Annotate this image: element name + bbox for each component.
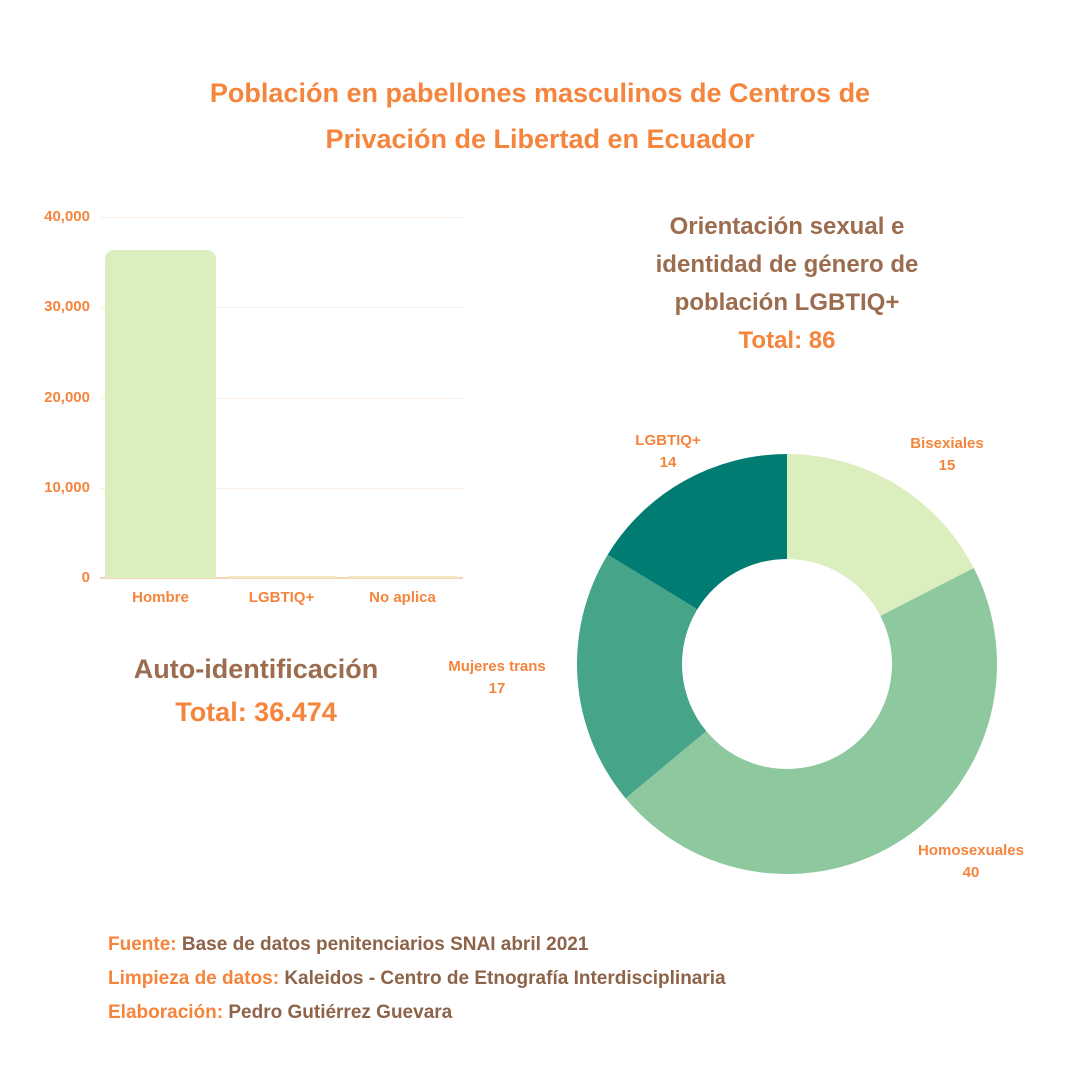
page-title: Población en pabellones masculinos de Ce… (160, 70, 920, 162)
credit-elaboracion-label: Elaboración: (108, 1002, 224, 1023)
bar-chart-x-axis: Hombre LGBTIQ+ No aplica (100, 587, 463, 609)
donut-slice-bisexiales (787, 454, 974, 616)
credit-limpieza-text: Kaleidos - Centro de Etnografía Interdis… (284, 968, 726, 989)
slice-label-mujeres-trans-name: Mujeres trans (448, 658, 546, 675)
bar-no-aplica (347, 575, 458, 578)
bar-chart-caption: Auto-identificación Total: 36.474 (76, 648, 436, 734)
slice-label-bisexiales-value: 15 (938, 457, 956, 474)
credit-line-fuente: Fuente: Base de datos penitenciarios SNA… (108, 928, 726, 962)
y-tick-30-000: 30,000 (44, 298, 90, 316)
gridline-30-000 (100, 307, 463, 309)
x-tick-lgbtiq: LGBTIQ+ (248, 589, 315, 606)
credit-fuente-label: Fuente: (108, 934, 177, 955)
bar-chart-title: Auto-identificación (133, 654, 379, 684)
slice-label-mujeres-trans: Mujeres trans 17 (417, 656, 577, 700)
bar-lgbtiq (226, 575, 337, 578)
page-title-line-1: Población en pabellones masculinos de Ce… (209, 78, 871, 108)
credit-elaboracion-text: Pedro Gutiérrez Guevara (228, 1002, 453, 1023)
gridline-0 (100, 577, 463, 579)
y-tick-0: 0 (81, 569, 90, 586)
slice-label-homosexuales: Homosexuales 40 (886, 840, 1056, 884)
slice-label-lgbtiq-value: 14 (659, 454, 677, 471)
slice-label-bisexiales-name: Bisexiales (910, 435, 984, 452)
slice-label-lgbtiq-name: LGBTIQ+ (635, 432, 701, 449)
gridline-10-000 (100, 487, 463, 489)
credit-fuente-text: Base de datos penitenciarios SNAI abril … (181, 934, 589, 955)
slice-label-bisexiales: Bisexiales 15 (877, 433, 1017, 477)
gridline-20-000 (100, 397, 463, 399)
credit-line-limpieza: Limpieza de datos: Kaleidos - Centro de … (108, 962, 726, 996)
donut-title-line-2: identidad de género de (655, 251, 919, 278)
y-tick-20-000: 20,000 (44, 388, 90, 406)
slice-label-homosexuales-name: Homosexuales (918, 842, 1024, 859)
donut-slice-homosexuales (625, 567, 997, 874)
donut-chart-title: Orientación sexual e identidad de género… (607, 208, 967, 360)
gridline-40-000 (100, 217, 463, 218)
donut-title-line-1: Orientación sexual e (669, 213, 905, 240)
donut-slice-lgbtiq (607, 454, 787, 610)
bar-chart-y-axis: 40,000 30,000 20,000 10,000 0 (0, 208, 90, 586)
page-title-line-2: Privación de Libertad en Ecuador (325, 124, 755, 154)
slice-label-lgbtiq: LGBTIQ+ 14 (598, 430, 738, 474)
credit-limpieza-label: Limpieza de datos: (108, 968, 280, 989)
bar-chart-plot-area (100, 217, 463, 579)
donut-title-line-3: población LGBTIQ+ (674, 289, 900, 316)
bar-hombre (105, 250, 216, 578)
credits-footer: Fuente: Base de datos penitenciarios SNA… (108, 928, 726, 1030)
y-tick-40-000: 40,000 (44, 208, 90, 225)
donut-chart (577, 454, 997, 874)
slice-label-mujeres-trans-value: 17 (488, 680, 506, 697)
donut-chart-total: Total: 86 (738, 327, 836, 354)
credit-line-elaboracion: Elaboración: Pedro Gutiérrez Guevara (108, 996, 726, 1030)
bar-chart-total: Total: 36.474 (175, 697, 337, 727)
y-tick-10-000: 10,000 (44, 478, 90, 496)
x-tick-hombre: Hombre (132, 589, 189, 606)
donut-slice-mujeres-trans (577, 554, 707, 799)
slice-label-homosexuales-value: 40 (962, 864, 980, 881)
x-tick-no-aplica: No aplica (369, 589, 436, 606)
